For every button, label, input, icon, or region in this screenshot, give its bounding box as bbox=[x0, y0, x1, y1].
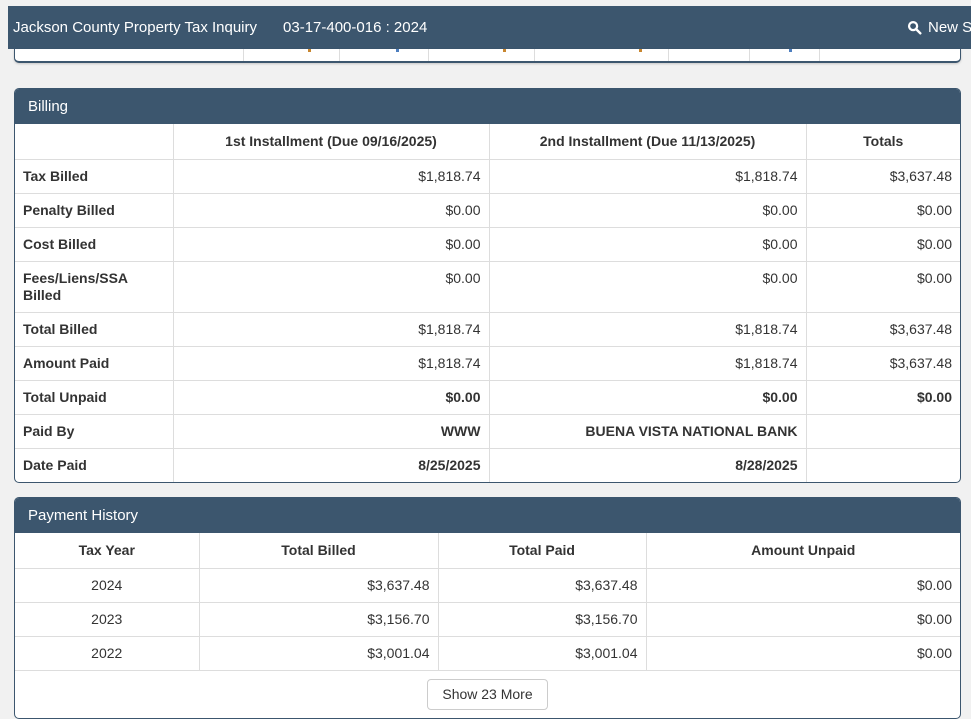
tax-year-value: 2023 bbox=[15, 602, 199, 637]
billing-row-total-unpaid: Total Unpaid $0.00 $0.00 $0.00 bbox=[15, 380, 960, 415]
clipped-text-remnant bbox=[396, 49, 399, 52]
top-navbar: Jackson County Property Tax Inquiry 03-1… bbox=[8, 6, 971, 49]
billing-header-row: 1st Installment (Due 09/16/2025) 2nd Ins… bbox=[15, 124, 960, 160]
payment-history-header-row: Tax Year Total Billed Total Paid Amount … bbox=[15, 533, 960, 569]
show-more-button[interactable]: Show 23 More bbox=[427, 679, 548, 710]
payment-history-row: 2024 $3,637.48 $3,637.48 $0.00 bbox=[15, 568, 960, 603]
billing-col-second-installment: 2nd Installment (Due 11/13/2025) bbox=[488, 124, 806, 160]
billing-col-totals: Totals bbox=[805, 124, 960, 160]
billing-row-fees-liens-ssa: Fees/Liens/SSA Billed $0.00 $0.00 $0.00 bbox=[15, 261, 960, 313]
first-installment-value: $0.00 bbox=[172, 261, 489, 313]
row-label: Date Paid bbox=[15, 448, 173, 482]
clipped-text-remnant bbox=[789, 49, 792, 52]
column-divider bbox=[243, 49, 244, 61]
billing-panel-title: Billing bbox=[15, 89, 960, 124]
payment-col-total-billed: Total Billed bbox=[198, 533, 438, 569]
totals-value: $3,637.48 bbox=[805, 346, 960, 381]
clipped-text-remnant bbox=[639, 49, 642, 52]
second-installment-value: $0.00 bbox=[488, 227, 806, 262]
total-paid-value: $3,001.04 bbox=[437, 636, 646, 670]
payment-col-amount-unpaid: Amount Unpaid bbox=[645, 533, 960, 569]
row-label: Fees/Liens/SSA Billed bbox=[15, 261, 173, 313]
first-installment-value: $0.00 bbox=[172, 227, 489, 262]
column-divider bbox=[668, 49, 669, 61]
first-installment-value: $1,818.74 bbox=[172, 159, 489, 194]
totals-value: $3,637.48 bbox=[805, 159, 960, 194]
total-billed-value: $3,156.70 bbox=[198, 602, 438, 637]
totals-value: $0.00 bbox=[805, 261, 960, 313]
total-paid-value: $3,156.70 bbox=[437, 602, 646, 637]
payment-col-total-paid: Total Paid bbox=[437, 533, 646, 569]
second-installment-value: $0.00 bbox=[488, 261, 806, 313]
payment-history-panel: Payment History Tax Year Total Billed To… bbox=[14, 497, 961, 719]
billing-row-penalty-billed: Penalty Billed $0.00 $0.00 $0.00 bbox=[15, 193, 960, 228]
column-divider bbox=[749, 49, 750, 61]
clipped-parcel-table bbox=[14, 49, 961, 63]
first-installment-value: $0.00 bbox=[172, 193, 489, 228]
total-billed-value: $3,001.04 bbox=[198, 636, 438, 670]
new-search-label: New Search bbox=[928, 19, 971, 36]
row-label: Tax Billed bbox=[15, 159, 173, 194]
billing-row-tax-billed: Tax Billed $1,818.74 $1,818.74 $3,637.48 bbox=[15, 159, 960, 194]
app-title: Jackson County Property Tax Inquiry bbox=[13, 19, 258, 36]
billing-col-first-installment: 1st Installment (Due 09/16/2025) bbox=[172, 124, 489, 160]
row-label: Cost Billed bbox=[15, 227, 173, 262]
column-divider bbox=[428, 49, 429, 61]
row-label: Paid By bbox=[15, 414, 173, 449]
first-installment-value: $1,818.74 bbox=[172, 346, 489, 381]
totals-value bbox=[805, 448, 960, 482]
second-installment-value: BUENA VISTA NATIONAL BANK bbox=[488, 414, 806, 449]
row-label: Amount Paid bbox=[15, 346, 173, 381]
billing-row-date-paid: Date Paid 8/25/2025 8/28/2025 bbox=[15, 448, 960, 482]
payment-history-panel-title: Payment History bbox=[15, 498, 960, 533]
second-installment-value: $0.00 bbox=[488, 380, 806, 415]
tax-year-value: 2022 bbox=[15, 636, 199, 670]
payment-history-row: 2023 $3,156.70 $3,156.70 $0.00 bbox=[15, 602, 960, 637]
total-billed-value: $3,637.48 bbox=[198, 568, 438, 603]
payment-history-row: 2022 $3,001.04 $3,001.04 $0.00 bbox=[15, 636, 960, 670]
total-paid-value: $3,637.48 bbox=[437, 568, 646, 603]
first-installment-value: 8/25/2025 bbox=[172, 448, 489, 482]
second-installment-value: $1,818.74 bbox=[488, 159, 806, 194]
billing-row-amount-paid: Amount Paid $1,818.74 $1,818.74 $3,637.4… bbox=[15, 346, 960, 381]
second-installment-value: $1,818.74 bbox=[488, 346, 806, 381]
row-label: Total Unpaid bbox=[15, 380, 173, 415]
row-label: Total Billed bbox=[15, 312, 173, 347]
second-installment-value: $1,818.74 bbox=[488, 312, 806, 347]
totals-value bbox=[805, 414, 960, 449]
column-divider bbox=[534, 49, 535, 61]
search-icon bbox=[907, 20, 922, 35]
second-installment-value: 8/28/2025 bbox=[488, 448, 806, 482]
payment-col-tax-year: Tax Year bbox=[78, 542, 135, 558]
row-label: Penalty Billed bbox=[15, 193, 173, 228]
first-installment-value: $1,818.74 bbox=[172, 312, 489, 347]
totals-value: $3,637.48 bbox=[805, 312, 960, 347]
first-installment-value: WWW bbox=[172, 414, 489, 449]
billing-table: 1st Installment (Due 09/16/2025) 2nd Ins… bbox=[15, 124, 960, 482]
parcel-context: 03-17-400-016 : 2024 bbox=[283, 19, 428, 36]
clipped-text-remnant bbox=[308, 49, 311, 52]
amount-unpaid-value: $0.00 bbox=[645, 568, 960, 603]
totals-value: $0.00 bbox=[805, 193, 960, 228]
billing-row-total-billed: Total Billed $1,818.74 $1,818.74 $3,637.… bbox=[15, 312, 960, 347]
payment-history-table: Tax Year Total Billed Total Paid Amount … bbox=[15, 533, 960, 670]
second-installment-value: $0.00 bbox=[488, 193, 806, 228]
new-search-button[interactable]: New Search bbox=[907, 6, 971, 49]
column-divider bbox=[339, 49, 340, 61]
clipped-text-remnant bbox=[503, 49, 506, 52]
billing-row-cost-billed: Cost Billed $0.00 $0.00 $0.00 bbox=[15, 227, 960, 262]
billing-panel: Billing 1st Installment (Due 09/16/2025)… bbox=[14, 88, 961, 483]
totals-value: $0.00 bbox=[805, 227, 960, 262]
amount-unpaid-value: $0.00 bbox=[645, 636, 960, 670]
billing-row-paid-by: Paid By WWW BUENA VISTA NATIONAL BANK bbox=[15, 414, 960, 449]
first-installment-value: $0.00 bbox=[172, 380, 489, 415]
amount-unpaid-value: $0.00 bbox=[645, 602, 960, 637]
column-divider bbox=[819, 49, 820, 61]
payment-history-footer: Show 23 More bbox=[15, 670, 960, 710]
tax-year-value: 2024 bbox=[15, 568, 199, 603]
billing-col-empty bbox=[15, 124, 173, 160]
totals-value: $0.00 bbox=[805, 380, 960, 415]
